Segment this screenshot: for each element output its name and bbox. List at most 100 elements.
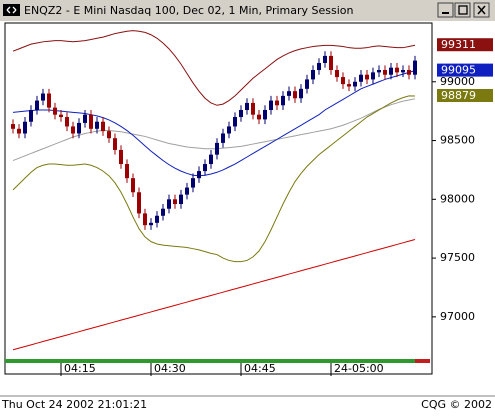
window-title: ENQZ2 - E Mini Nasdaq 100, Dec 02, 1 Min… — [24, 4, 354, 17]
candle-body — [89, 114, 93, 129]
candle-body — [221, 133, 225, 143]
candle-body — [107, 131, 111, 139]
value-flag — [437, 38, 493, 52]
candle-body — [275, 100, 279, 106]
copyright: CQG © 2002 — [421, 398, 492, 411]
candle-body — [119, 149, 123, 165]
value-flag-label: 99311 — [441, 38, 476, 51]
candle-body — [137, 192, 141, 214]
candle-body — [77, 122, 81, 134]
app-icon-glyph — [6, 6, 17, 14]
candle-body — [125, 164, 129, 179]
candle-body — [191, 178, 195, 188]
value-flag — [437, 88, 493, 102]
minimize-button[interactable] — [437, 2, 454, 18]
candle-body — [317, 62, 321, 71]
candle-body — [395, 67, 399, 73]
study-line — [12, 98, 416, 161]
candle-body — [41, 93, 45, 101]
candle-body — [299, 88, 303, 99]
candle-body — [263, 109, 267, 120]
candle-body — [227, 126, 231, 134]
close-glyph — [477, 5, 486, 15]
candle-body — [407, 70, 411, 75]
candle-body — [239, 109, 243, 118]
candle-body — [365, 74, 369, 80]
timestamp: Thu Oct 24 2002 21:01:21 — [1, 398, 147, 411]
value-flag — [437, 63, 493, 77]
candle-body — [29, 109, 33, 122]
app-icon[interactable] — [3, 4, 20, 16]
x-tick-label: 04:30 — [154, 362, 186, 375]
candle-body — [401, 70, 405, 73]
candle-body — [203, 164, 207, 172]
y-tick-label: 97000 — [440, 310, 475, 323]
candle-body — [101, 121, 105, 132]
x-tick-label: 04:45 — [244, 362, 276, 375]
maximize-button[interactable] — [454, 2, 471, 18]
candle-body — [383, 70, 387, 75]
candle-body — [65, 117, 69, 127]
candle-body — [377, 70, 381, 73]
candle-body — [269, 100, 273, 110]
candle-body — [353, 81, 357, 87]
candle-body — [143, 213, 147, 226]
candle-body — [161, 208, 165, 216]
candle-body — [179, 194, 183, 205]
candle-body — [149, 222, 153, 226]
candle-body — [197, 171, 201, 179]
candle-body — [35, 100, 39, 110]
candle-body — [167, 199, 171, 209]
candle-body — [71, 126, 75, 134]
candle-body — [59, 114, 63, 118]
candle-body — [359, 74, 363, 82]
candle-body — [329, 55, 333, 71]
candle-body — [347, 84, 351, 87]
window-buttons — [437, 2, 490, 18]
candle-body — [11, 124, 15, 129]
candle-body — [311, 70, 315, 80]
study-line — [12, 70, 416, 177]
candle-body — [131, 178, 135, 193]
x-tick-label: 04:15 — [64, 362, 96, 375]
candle-body — [341, 77, 345, 85]
candle-body — [209, 154, 213, 165]
candle-body — [251, 102, 255, 115]
candle-body — [323, 55, 327, 63]
candle-body — [305, 79, 309, 89]
candle-body — [53, 107, 57, 115]
value-flag-label: 98879 — [441, 89, 476, 102]
candle-body — [245, 102, 249, 110]
candle-body — [413, 60, 417, 75]
candle-body — [113, 138, 117, 150]
candle-body — [83, 114, 87, 123]
candle-body — [371, 72, 375, 80]
candle-body — [287, 91, 291, 96]
study-line — [12, 30, 416, 106]
candle-body — [335, 70, 339, 78]
y-tick-label: 97500 — [440, 251, 475, 264]
candle-body — [23, 121, 27, 134]
candle-body — [281, 95, 285, 106]
maximize-glyph — [458, 5, 468, 15]
y-tick-label: 98000 — [440, 192, 475, 205]
study-line — [12, 95, 416, 263]
candle-body — [293, 91, 297, 99]
study-line — [12, 239, 416, 351]
candle-body — [215, 142, 219, 155]
candle-body — [389, 67, 393, 75]
title-bar — [0, 0, 495, 21]
candle-body — [17, 128, 21, 134]
candle-body — [95, 121, 99, 129]
candle-body — [173, 199, 177, 205]
candle-body — [233, 117, 237, 127]
candle-body — [155, 215, 159, 223]
y-tick-label: 99000 — [440, 75, 475, 88]
candle-body — [47, 93, 51, 108]
value-flag-label: 99095 — [441, 64, 476, 77]
candle-body — [185, 187, 189, 195]
y-tick-label: 98500 — [440, 134, 475, 147]
session-bar — [5, 359, 415, 363]
